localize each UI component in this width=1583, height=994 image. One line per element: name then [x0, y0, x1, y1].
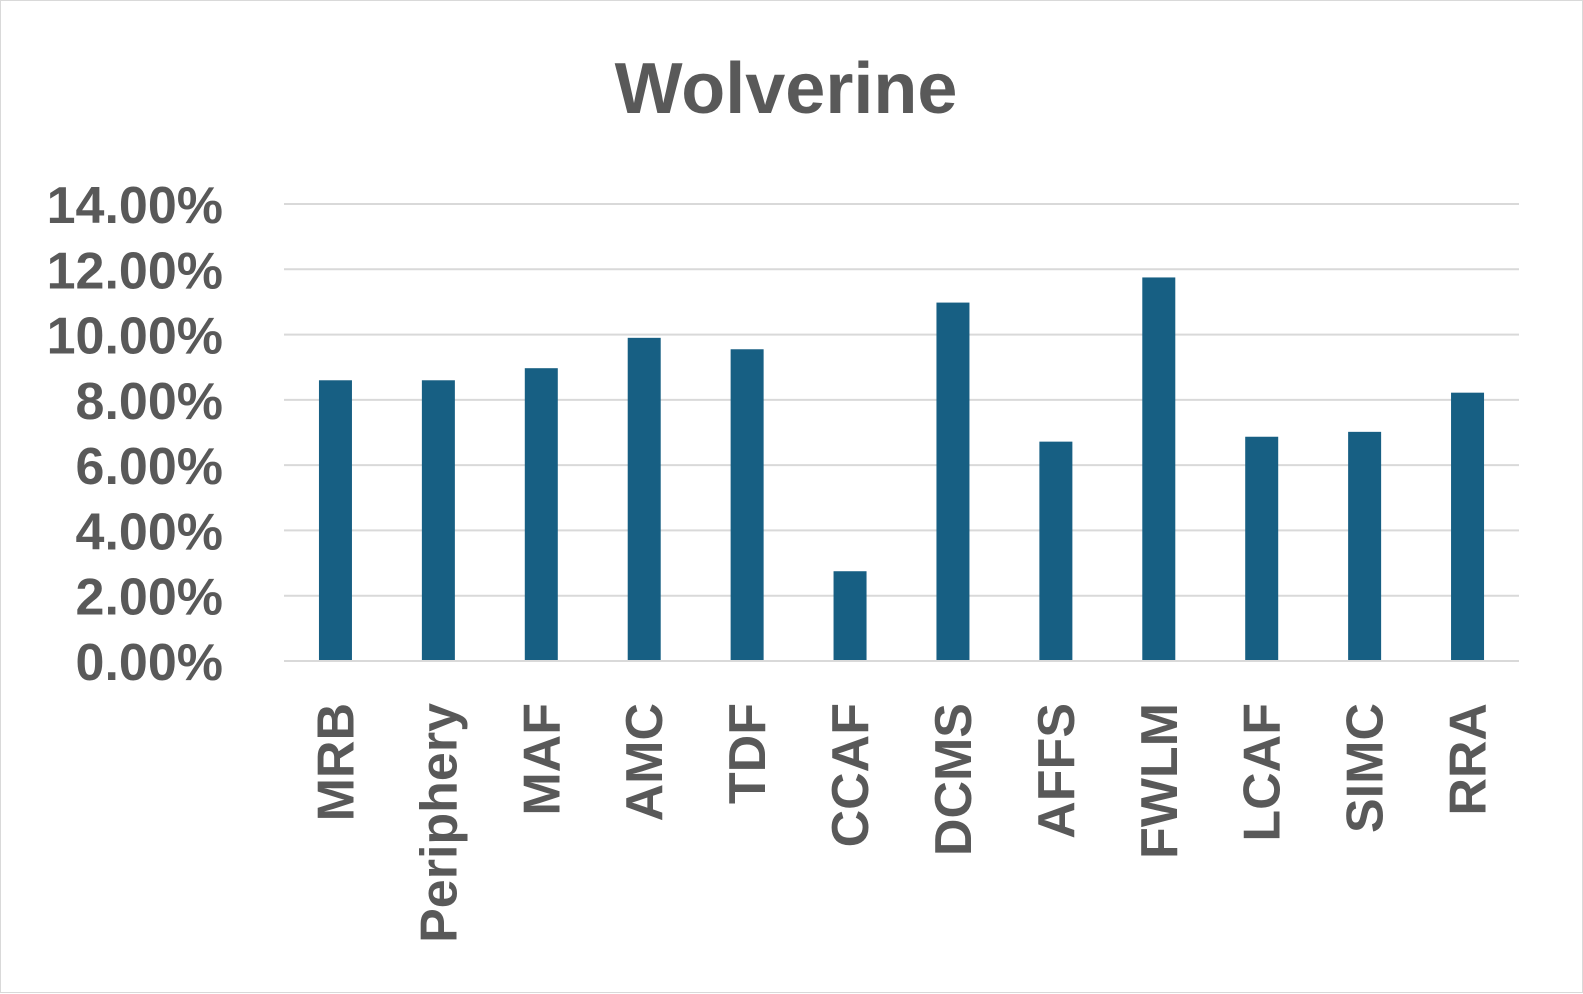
x-tick-label: Periphery [410, 703, 468, 943]
bar-maf [524, 368, 558, 661]
y-tick-label: 10.00% [47, 308, 223, 366]
x-tick-label: CCAF [822, 703, 880, 847]
y-tick-label: 2.00% [76, 569, 223, 627]
bar-dcms [936, 302, 970, 661]
y-tick-label: 0.00% [76, 634, 223, 692]
chart-title: Wolverine [615, 49, 958, 129]
bar-mrb [318, 380, 352, 661]
y-tick-label: 6.00% [76, 438, 223, 496]
y-axis-tick-labels: 0.00% 2.00% 4.00% 6.00% 8.00% 10.00% 12.00% 14.… [47, 177, 223, 692]
x-tick-label: LCAF [1234, 703, 1292, 842]
x-tick-label: AMC [616, 703, 674, 821]
y-tick-label: 4.00% [76, 503, 223, 561]
bars [284, 277, 1519, 662]
bar-affs [1039, 441, 1073, 661]
gridlines [284, 203, 1519, 662]
x-tick-label: RRA [1440, 703, 1498, 816]
x-tick-label: TDF [719, 703, 777, 804]
bar-fwlm [1142, 277, 1176, 661]
x-tick-label: FWLM [1131, 703, 1189, 859]
y-tick-label: 8.00% [76, 373, 223, 431]
bar-periphery [421, 380, 455, 661]
x-tick-label: DCMS [925, 703, 983, 856]
bar-amc [627, 337, 661, 661]
x-tick-label: MRB [307, 703, 365, 821]
y-tick-label: 12.00% [47, 242, 223, 300]
bar-simc [1348, 431, 1382, 661]
x-tick-label: AFFS [1028, 703, 1086, 839]
bar-ccaf [833, 571, 867, 661]
bar-tdf [730, 349, 764, 661]
x-tick-label: MAF [513, 703, 571, 816]
x-tick-label: SIMC [1337, 703, 1395, 833]
x-axis-tick-labels: MRB Periphery MAF AMC TDF CCAF DCMS AFFS FWLM LCA… [307, 703, 1497, 943]
y-tick-label: 14.00% [47, 177, 223, 235]
bar-lcaf [1245, 436, 1279, 661]
bar-rra [1451, 392, 1485, 661]
